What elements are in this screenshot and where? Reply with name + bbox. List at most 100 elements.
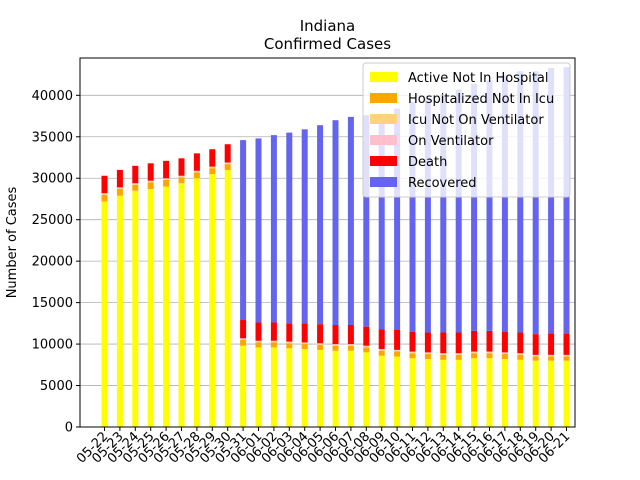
bar-segment bbox=[101, 194, 108, 202]
bar-segment bbox=[317, 343, 324, 345]
legend-label: Death bbox=[408, 155, 447, 170]
bar-segment bbox=[378, 349, 385, 350]
bar-segment bbox=[270, 135, 277, 323]
bars bbox=[101, 67, 570, 427]
bar-segment bbox=[486, 330, 493, 352]
bar-segment bbox=[471, 353, 478, 359]
bar-segment bbox=[532, 334, 539, 355]
bar-segment bbox=[455, 332, 462, 354]
bar-segment bbox=[224, 169, 231, 427]
bar-segment bbox=[363, 345, 370, 347]
bar-segment bbox=[517, 332, 524, 354]
bar-segment bbox=[255, 347, 262, 427]
bar-segment bbox=[378, 114, 385, 330]
y-axis: 0 5000 10000 15000 20000 25000 30000 35000 40000 bbox=[32, 89, 80, 436]
bar-segment bbox=[193, 153, 200, 171]
bar-segment bbox=[455, 359, 462, 427]
bar-segment bbox=[286, 341, 293, 343]
bar-segment bbox=[209, 167, 216, 169]
bar-segment bbox=[332, 344, 339, 345]
bar-segment bbox=[532, 354, 539, 356]
bar-segment bbox=[486, 358, 493, 427]
y-tick-label: 10000 bbox=[32, 338, 73, 353]
bar-segment bbox=[563, 355, 570, 357]
bar-segment bbox=[224, 162, 231, 164]
bar-segment bbox=[471, 330, 478, 352]
bar-segment bbox=[317, 349, 324, 427]
y-tick-label: 0 bbox=[65, 421, 73, 436]
y-tick-label: 15000 bbox=[32, 296, 73, 311]
bar-segment bbox=[347, 344, 354, 346]
bar-segment bbox=[455, 354, 462, 355]
bar-segment bbox=[409, 351, 416, 353]
bar-segment bbox=[563, 67, 570, 334]
bar-segment bbox=[132, 184, 139, 185]
bar-segment bbox=[501, 331, 508, 353]
bar-segment bbox=[378, 350, 385, 356]
bar-segment bbox=[455, 353, 462, 355]
legend-swatch bbox=[370, 93, 397, 103]
bar-segment bbox=[424, 354, 431, 360]
bar-segment bbox=[517, 354, 524, 360]
bar-segment bbox=[301, 129, 308, 324]
bar-segment bbox=[317, 344, 324, 345]
bar-segment bbox=[270, 322, 277, 341]
bar-segment bbox=[409, 101, 416, 332]
bar-segment bbox=[548, 356, 555, 361]
bar-segment bbox=[209, 168, 216, 175]
bar-segment bbox=[548, 67, 555, 334]
bar-segment bbox=[347, 344, 354, 345]
legend-box bbox=[362, 62, 571, 198]
bar-segment bbox=[409, 331, 416, 352]
bar-segment bbox=[501, 75, 508, 332]
bar-segment bbox=[455, 89, 462, 333]
bar-segment bbox=[132, 165, 139, 184]
legend-swatch bbox=[370, 156, 397, 166]
legend-swatch bbox=[370, 114, 397, 124]
bar-segment bbox=[147, 180, 154, 182]
bar-segment bbox=[209, 166, 216, 168]
bar-segment bbox=[147, 181, 154, 183]
bar-segment bbox=[501, 352, 508, 354]
bar-segment bbox=[286, 342, 293, 344]
bar-segment bbox=[178, 183, 185, 427]
bar-segment bbox=[255, 340, 262, 342]
bar-segment bbox=[240, 345, 247, 427]
chart-title: Indiana bbox=[299, 17, 356, 35]
bar-segment bbox=[286, 132, 293, 324]
bar-segment bbox=[394, 356, 401, 427]
legend: Active Not In Hospital Hospitalized Not I… bbox=[362, 62, 571, 198]
bar-segment bbox=[440, 354, 447, 360]
bar-segment bbox=[116, 187, 123, 189]
bar-segment bbox=[409, 352, 416, 354]
plot-frame bbox=[79, 57, 576, 428]
bar-segment bbox=[286, 343, 293, 349]
bar-segment bbox=[563, 360, 570, 427]
bar-segment bbox=[255, 342, 262, 348]
bar-segment bbox=[193, 172, 200, 179]
bar-segment bbox=[317, 324, 324, 344]
bar-segment bbox=[347, 116, 354, 326]
bar-segment bbox=[301, 343, 308, 345]
bar-segment bbox=[240, 339, 247, 346]
bar-segment bbox=[116, 195, 123, 427]
bar-segment bbox=[317, 344, 324, 350]
x-axis: 05-2205-2305-2405-2505-2605-2705-2805-29… bbox=[74, 427, 573, 467]
bar-segment bbox=[193, 171, 200, 173]
bar-segment bbox=[224, 163, 231, 165]
bar-segment bbox=[532, 71, 539, 335]
bar-segment bbox=[163, 179, 170, 180]
bar-segment bbox=[224, 164, 231, 170]
legend-label: On Ventilator bbox=[408, 134, 494, 149]
bar-segment bbox=[563, 333, 570, 355]
bar-segment bbox=[255, 138, 262, 323]
bar-segment bbox=[517, 354, 524, 355]
bar-segment bbox=[240, 140, 247, 321]
bar-segment bbox=[378, 355, 385, 427]
bar-segment bbox=[486, 352, 493, 354]
bar-segment bbox=[394, 351, 401, 357]
bar-segment bbox=[193, 178, 200, 427]
bar-segment bbox=[486, 351, 493, 353]
bar-segment bbox=[270, 341, 277, 343]
bar-segment bbox=[532, 356, 539, 361]
